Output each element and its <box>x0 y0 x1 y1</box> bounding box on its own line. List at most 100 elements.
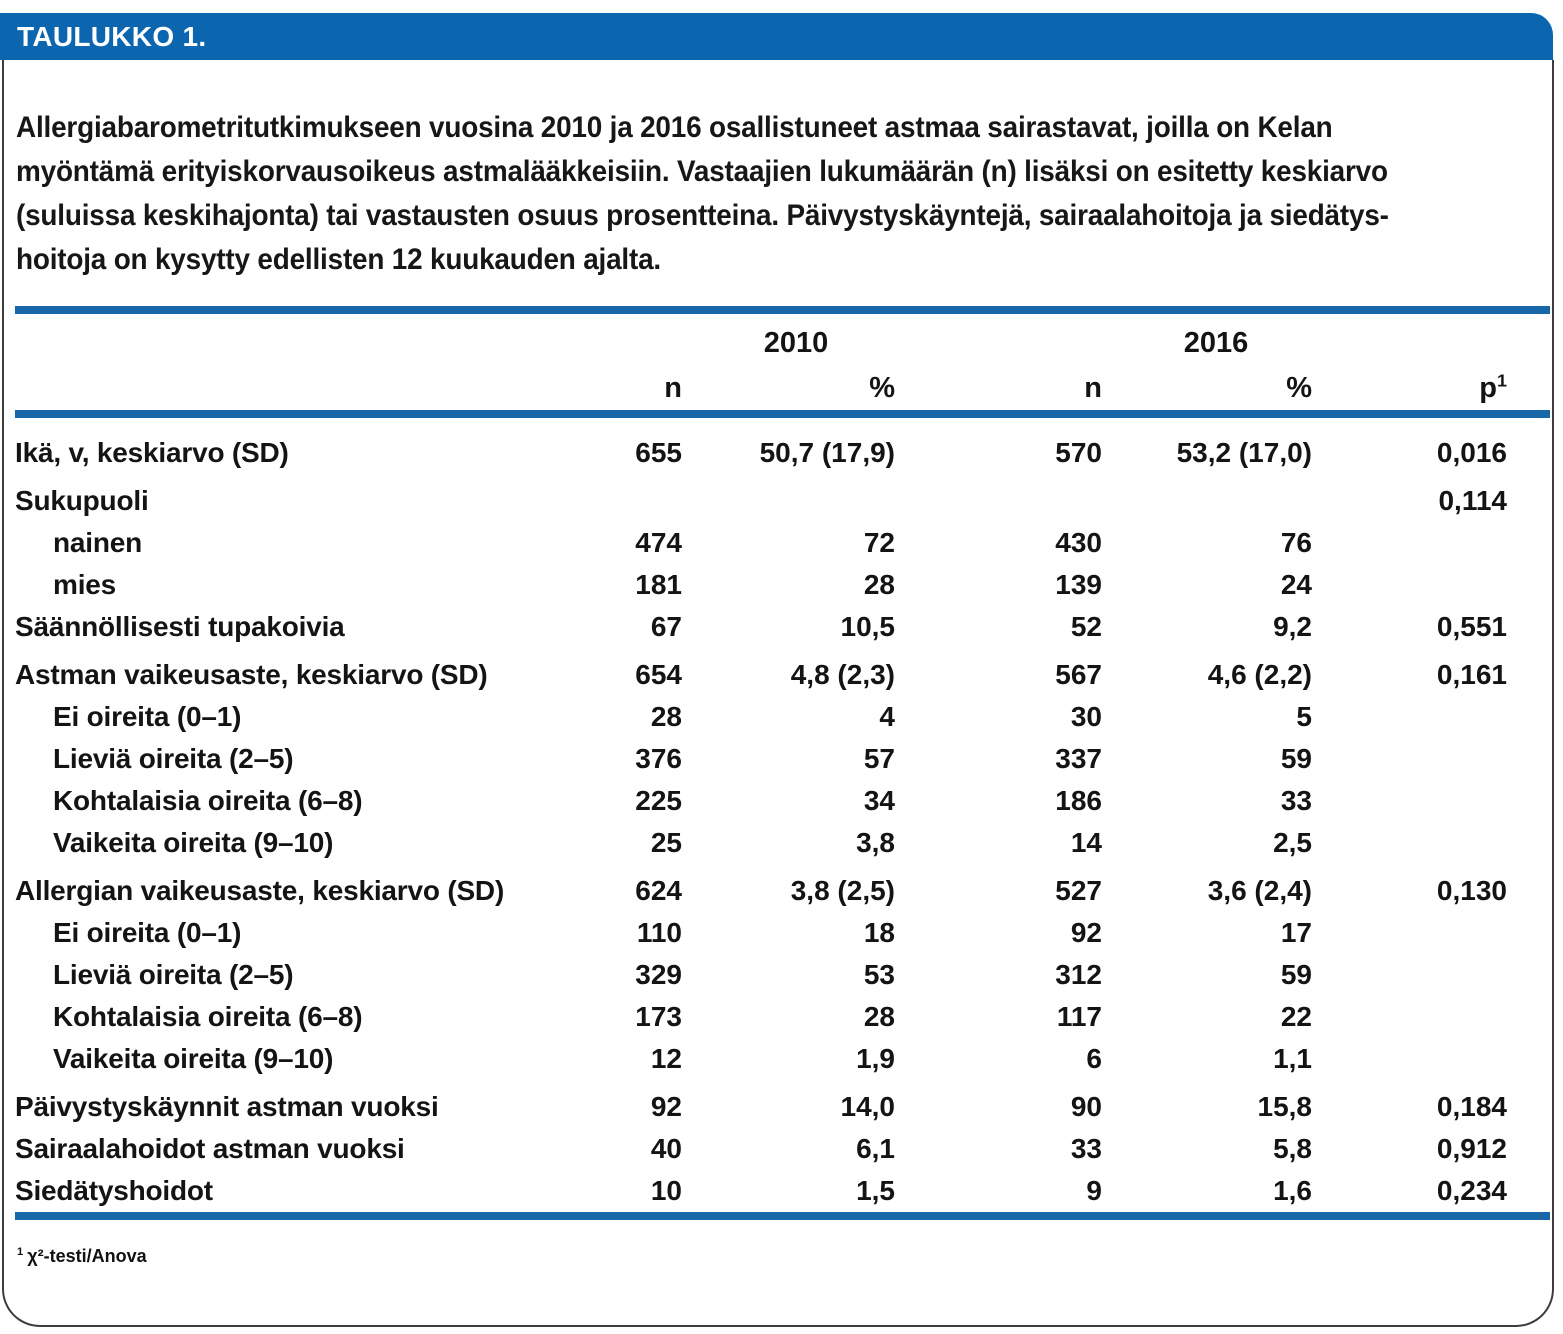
cell-pct-2016: 4,6 (2,2) <box>1207 659 1312 690</box>
row-label: Vaikeita oireita (9–10) <box>53 1043 334 1074</box>
table-title: TAULUKKO 1. <box>17 20 207 52</box>
cell-p: 0,016 <box>1436 437 1507 468</box>
caption-line-3: (suluissa keskihajonta) tai vastausten o… <box>16 199 1389 232</box>
cell-pct-2016: 33 <box>1280 785 1312 816</box>
cell-pct-2010: 3,8 <box>856 827 895 858</box>
cell-n-2016: 90 <box>1070 1091 1102 1122</box>
cell-pct-2016: 5,8 <box>1273 1133 1312 1164</box>
column-header-row: n % n % p1 <box>15 366 1550 410</box>
cell-n-2016: 527 <box>1055 875 1102 906</box>
row-label: Vaikeita oireita (9–10) <box>53 827 334 858</box>
cell-pct-2010: 4,8 (2,3) <box>790 659 895 690</box>
row-label: Allergian vaikeusaste, keskiarvo (SD) <box>15 875 505 906</box>
row-label: nainen <box>53 527 143 558</box>
table-caption: Allergiabarometritutkimukseen vuosina 20… <box>16 106 1538 282</box>
table-row: Päivystyskäynnit astman vuoksi 92 14,0 9… <box>15 1086 1550 1128</box>
cell-pct-2010: 53 <box>863 959 895 990</box>
table-row: nainen 474 72 430 76 <box>15 522 1550 564</box>
cell-n-2016: 117 <box>1056 1001 1102 1032</box>
cell-p: 0,114 <box>1438 485 1507 516</box>
cell-pct-2016: 3,6 (2,4) <box>1207 875 1312 906</box>
cell-n-2016: 186 <box>1055 785 1102 816</box>
row-label: mies <box>53 569 117 600</box>
footnote-text: χ²-testi/Anova <box>27 1246 147 1266</box>
table-body: Ikä, v, keskiarvo (SD) 655 50,7 (17,9) 5… <box>4 432 1552 1212</box>
cell-n-2016: 14 <box>1070 827 1102 858</box>
cell-pct-2010: 6,1 <box>856 1133 895 1164</box>
cell-pct-2010: 18 <box>863 917 895 948</box>
cell-p: 0,184 <box>1436 1091 1507 1122</box>
cell-n-2016: 6 <box>1086 1043 1102 1074</box>
cell-n-2010: 10 <box>650 1175 682 1206</box>
table-row: Siedätyshoidot 10 1,5 9 1,6 0,234 <box>15 1170 1550 1212</box>
cell-pct-2010: 14,0 <box>840 1091 896 1122</box>
table-row: Astman vaikeusaste, keskiarvo (SD) 654 4… <box>15 654 1550 696</box>
cell-pct-2016: 15,8 <box>1257 1091 1313 1122</box>
cell-n-2016: 312 <box>1055 959 1102 990</box>
row-label: Astman vaikeusaste, keskiarvo (SD) <box>15 659 488 690</box>
cell-pct-2016: 53,2 (17,0) <box>1176 437 1312 468</box>
cell-p: 0,912 <box>1436 1133 1507 1164</box>
row-label: Lieviä oireita (2–5) <box>53 743 294 774</box>
cell-n-2010: 225 <box>635 785 682 816</box>
cell-pct-2010: 10,5 <box>840 611 896 642</box>
table-row: Sairaalahoidot astman vuoksi 40 6,1 33 5… <box>15 1128 1550 1170</box>
cell-n-2016: 337 <box>1055 743 1102 774</box>
col-header-pct-2010: % <box>869 371 895 404</box>
cell-n-2016: 52 <box>1070 611 1102 642</box>
cell-pct-2010: 57 <box>863 743 895 774</box>
year-header-row: 2010 2016 <box>15 314 1550 366</box>
cell-n-2010: 92 <box>650 1091 682 1122</box>
bottom-rule <box>15 1212 1550 1220</box>
table-row: Ei oireita (0–1) 110 18 92 17 <box>15 912 1550 954</box>
cell-pct-2016: 24 <box>1280 569 1312 600</box>
table-row: Säännöllisesti tupakoivia 67 10,5 52 9,2… <box>15 606 1550 648</box>
cell-n-2016: 430 <box>1055 527 1102 558</box>
cell-pct-2010: 28 <box>863 1001 895 1032</box>
row-label: Lieviä oireita (2–5) <box>53 959 294 990</box>
cell-pct-2010: 72 <box>863 527 895 558</box>
cell-p: 0,130 <box>1436 875 1507 906</box>
table-row: Kohtalaisia oireita (6–8) 173 28 117 22 <box>15 996 1550 1038</box>
cell-pct-2016: 76 <box>1280 527 1312 558</box>
table-row: Kohtalaisia oireita (6–8) 225 34 186 33 <box>15 780 1550 822</box>
year-header-2010: 2010 <box>763 327 829 359</box>
cell-pct-2016: 1,6 <box>1273 1175 1312 1206</box>
row-label: Sairaalahoidot astman vuoksi <box>15 1133 405 1164</box>
col-header-n-2016: n <box>1084 371 1102 404</box>
cell-n-2016: 570 <box>1055 437 1102 468</box>
cell-n-2010: 624 <box>635 875 682 906</box>
cell-n-2016: 92 <box>1070 917 1102 948</box>
row-label: Siedätyshoidot <box>15 1175 213 1206</box>
table-row: Ikä, v, keskiarvo (SD) 655 50,7 (17,9) 5… <box>15 432 1550 474</box>
cell-pct-2016: 17 <box>1280 917 1312 948</box>
table-row: Vaikeita oireita (9–10) 12 1,9 6 1,1 <box>15 1038 1550 1080</box>
table-row: Ei oireita (0–1) 28 4 30 5 <box>15 696 1550 738</box>
cell-n-2010: 25 <box>650 827 682 858</box>
cell-pct-2010: 28 <box>863 569 895 600</box>
cell-p: 0,234 <box>1436 1175 1507 1206</box>
cell-pct-2016: 59 <box>1280 959 1312 990</box>
row-label: Ikä, v, keskiarvo (SD) <box>15 437 289 468</box>
cell-n-2010: 474 <box>635 527 682 558</box>
footnote: 1 χ²-testi/Anova <box>17 1246 1552 1267</box>
cell-n-2010: 67 <box>650 611 682 642</box>
year-header-2016: 2016 <box>1183 327 1249 359</box>
cell-n-2010: 329 <box>635 959 682 990</box>
table-row: Lieviä oireita (2–5) 376 57 337 59 <box>15 738 1550 780</box>
cell-n-2016: 33 <box>1070 1133 1102 1164</box>
table-row: Sukupuoli 0,114 <box>15 480 1550 522</box>
cell-pct-2016: 1,1 <box>1273 1043 1312 1074</box>
row-label: Päivystyskäynnit astman vuoksi <box>15 1091 439 1122</box>
row-label: Kohtalaisia oireita (6–8) <box>53 785 363 816</box>
footnote-sup: 1 <box>17 1246 24 1258</box>
cell-pct-2016: 22 <box>1280 1001 1312 1032</box>
row-label: Ei oireita (0–1) <box>53 701 242 732</box>
cell-n-2010: 181 <box>635 569 682 600</box>
cell-pct-2016: 5 <box>1296 701 1312 732</box>
cell-pct-2010: 3,8 (2,5) <box>790 875 895 906</box>
cell-n-2010: 28 <box>650 701 682 732</box>
col-header-p: p1 <box>1312 371 1550 405</box>
cell-n-2016: 139 <box>1055 569 1102 600</box>
